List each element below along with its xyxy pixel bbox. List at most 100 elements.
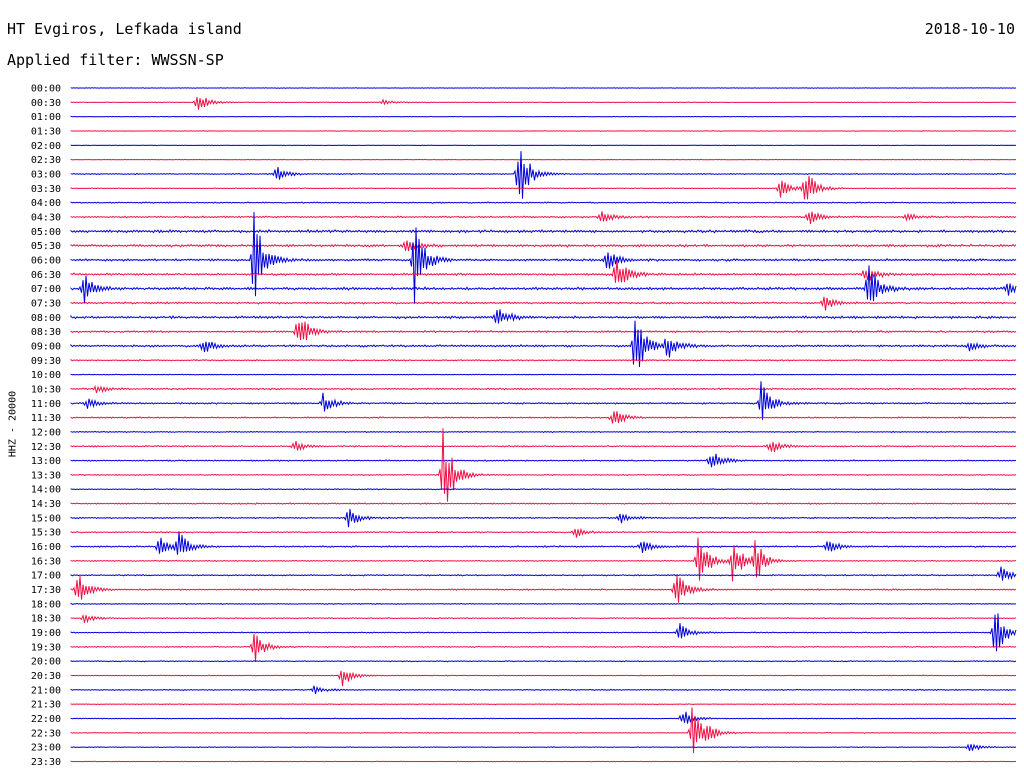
time-label: 11:30	[31, 413, 61, 424]
trace-line	[70, 175, 1017, 200]
time-label: 17:30	[31, 585, 61, 596]
trace-line	[70, 358, 1017, 362]
time-label: 22:30	[31, 728, 61, 739]
trace-line	[70, 670, 1017, 686]
time-label: 10:00	[31, 370, 61, 381]
trace-line	[70, 685, 1017, 695]
trace-line	[70, 265, 1017, 304]
time-label: 08:00	[31, 313, 61, 324]
time-label: 01:00	[31, 112, 61, 123]
time-label: 15:30	[31, 528, 61, 539]
time-label: 17:00	[31, 571, 61, 582]
time-label: 14:00	[31, 485, 61, 496]
time-label: 18:00	[31, 599, 61, 610]
trace-line	[70, 201, 1017, 204]
trace-line	[70, 373, 1017, 376]
time-label: 01:30	[31, 126, 61, 137]
trace-line	[70, 575, 1017, 603]
time-label: 12:00	[31, 427, 61, 438]
time-label: 20:00	[31, 657, 61, 668]
trace-line	[70, 428, 1017, 502]
time-label: 16:00	[31, 542, 61, 553]
trace-line	[70, 97, 1017, 110]
time-label: 22:00	[31, 714, 61, 725]
trace-line	[70, 711, 1017, 724]
time-label: 13:00	[31, 456, 61, 467]
station-title: HT Evgiros, Lefkada island	[7, 20, 242, 38]
time-label: 00:30	[31, 98, 61, 109]
trace-line	[70, 87, 1017, 89]
trace-line	[70, 613, 1017, 652]
time-label: 08:30	[31, 327, 61, 338]
trace-line	[70, 320, 1017, 368]
trace-line	[70, 660, 1017, 663]
time-label: 04:00	[31, 198, 61, 209]
trace-line	[70, 743, 1017, 752]
trace-line	[70, 385, 1017, 394]
trace-line	[70, 211, 1017, 225]
time-axis-labels: 00:00 00:30 01:00 01:30 02:00 02:30 03:00 03:30…	[31, 84, 61, 769]
time-label: 15:00	[31, 513, 61, 524]
trace-line	[70, 309, 1017, 324]
trace-line	[70, 441, 1017, 452]
time-label: 09:30	[31, 356, 61, 367]
time-label: 11:00	[31, 399, 61, 410]
time-label: 07:30	[31, 298, 61, 309]
trace-line	[70, 613, 1017, 624]
trace-line	[70, 453, 1017, 468]
trace-line	[70, 321, 1017, 341]
time-label: 19:30	[31, 642, 61, 653]
trace-line	[70, 633, 1017, 662]
time-label: 09:00	[31, 341, 61, 352]
filter-line: Applied filter: WWSSN-SP	[7, 51, 224, 69]
trace-line	[70, 703, 1017, 706]
trace-line	[70, 144, 1017, 147]
time-label: 03:30	[31, 184, 61, 195]
time-label: 18:30	[31, 614, 61, 625]
trace-line	[70, 228, 1017, 234]
trace-line	[70, 566, 1017, 581]
trace-line	[70, 259, 1017, 283]
trace-line	[70, 602, 1017, 606]
filter-value: WWSSN-SP	[151, 51, 224, 69]
trace-line	[70, 115, 1017, 118]
filter-label: Applied filter:	[7, 51, 143, 69]
trace-line	[70, 240, 1017, 252]
time-label: 21:30	[31, 700, 61, 711]
trace-line	[70, 151, 1017, 199]
time-label: 05:00	[31, 227, 61, 238]
trace-line	[70, 707, 1017, 754]
time-label: 19:00	[31, 628, 61, 639]
time-label: 02:30	[31, 155, 61, 166]
time-label: 00:00	[31, 84, 61, 95]
trace-line	[70, 537, 1017, 582]
trace-line	[70, 430, 1017, 434]
trace-line	[70, 411, 1017, 424]
time-label: 23:30	[31, 757, 61, 768]
time-label: 14:30	[31, 499, 61, 510]
time-label: 06:00	[31, 255, 61, 266]
trace-line	[70, 296, 1017, 311]
time-label: 04:30	[31, 212, 61, 223]
trace-line	[70, 508, 1017, 528]
trace-line	[70, 532, 1017, 555]
trace-line	[70, 527, 1017, 538]
time-label: 12:30	[31, 442, 61, 453]
time-label: 02:00	[31, 141, 61, 152]
time-label: 21:00	[31, 685, 61, 696]
trace-line	[70, 212, 1017, 304]
time-label: 03:00	[31, 169, 61, 180]
time-label: 23:00	[31, 743, 61, 754]
time-label: 20:30	[31, 671, 61, 682]
trace-line	[70, 158, 1017, 161]
trace-line	[70, 381, 1017, 420]
time-label: 16:30	[31, 556, 61, 567]
time-label: 05:30	[31, 241, 61, 252]
trace-line	[70, 760, 1017, 763]
time-label: 07:00	[31, 284, 61, 295]
date-label: 2018-10-10	[924, 20, 1015, 38]
time-label: 10:30	[31, 384, 61, 395]
trace-line	[70, 502, 1017, 505]
time-label: 13:30	[31, 470, 61, 481]
